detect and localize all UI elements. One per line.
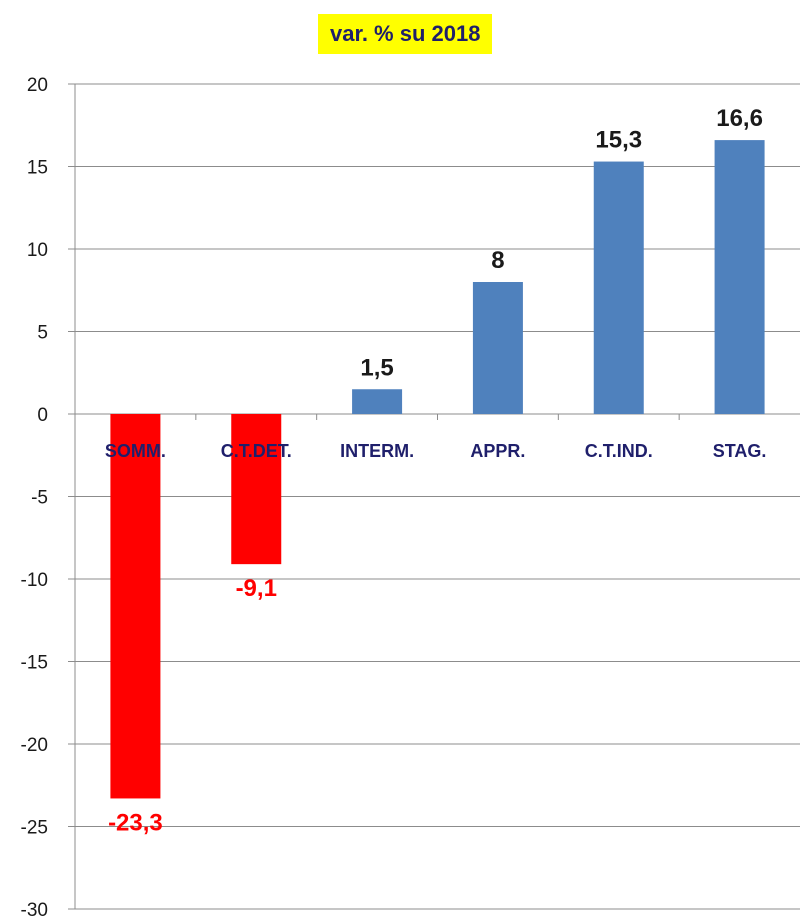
y-tick-label: 5 <box>37 323 48 344</box>
data-label: -9,1 <box>236 575 277 602</box>
bar-appr <box>472 282 523 414</box>
y-tick-label: -10 <box>21 570 48 591</box>
y-tick-label: 20 <box>27 75 48 96</box>
data-label: 1,5 <box>360 354 393 381</box>
bar-interm <box>352 389 403 414</box>
x-category-label: STAG. <box>713 441 767 461</box>
x-category-label: INTERM. <box>340 441 414 461</box>
y-tick-label: 0 <box>37 405 48 426</box>
y-tick-label: 10 <box>27 240 48 261</box>
gridlines <box>68 83 800 910</box>
data-label: -23,3 <box>108 809 163 836</box>
bar-stag <box>714 140 765 414</box>
y-tick-label: -25 <box>21 818 48 839</box>
y-tick-label: -5 <box>31 488 48 509</box>
x-category-label: C.T.DET. <box>221 441 292 461</box>
y-tick-label: -30 <box>21 900 48 921</box>
y-axis: 20 15 10 5 0 -5 -10 -15 -20 -25 -30 <box>21 75 76 921</box>
bars <box>110 140 765 799</box>
y-tick-label: -15 <box>21 653 48 674</box>
x-category-label: SOMM. <box>105 441 166 461</box>
value-labels: -23,3 -9,1 1,5 8 15,3 16,6 <box>108 105 763 836</box>
data-label: 15,3 <box>595 127 642 154</box>
bar-somm <box>110 414 161 799</box>
bar-ctdet <box>231 414 282 565</box>
x-category-label: APPR. <box>470 441 525 461</box>
chart-title: var. % su 2018 <box>318 14 493 54</box>
y-tick-label: 15 <box>27 158 48 179</box>
data-label: 8 <box>491 247 504 274</box>
x-category-label: C.T.IND. <box>585 441 653 461</box>
data-label: 16,6 <box>716 105 763 132</box>
bar-ctind <box>593 161 644 414</box>
category-labels: SOMM. C.T.DET. INTERM. APPR. C.T.IND. STAG. <box>105 441 767 461</box>
y-tick-label: -20 <box>21 735 48 756</box>
